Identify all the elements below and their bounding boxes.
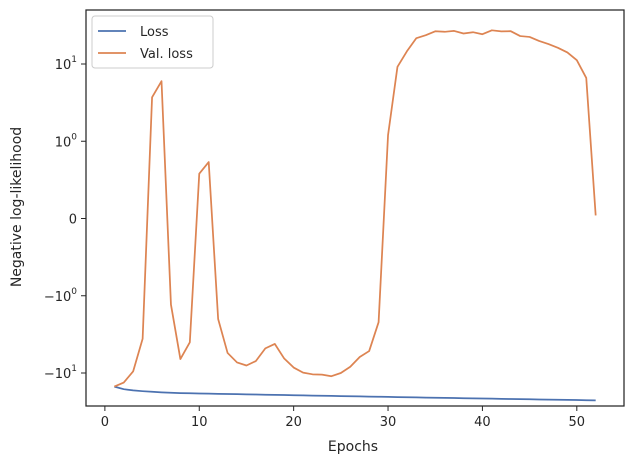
x-axis-ticks: 0 10 20 30 40 50	[101, 406, 585, 430]
x-tick-label: 30	[380, 415, 397, 430]
x-tick-label: 0	[101, 415, 109, 430]
plot-area	[113, 29, 597, 402]
legend-label: Loss	[140, 25, 169, 40]
series-line-val-loss	[113, 29, 597, 388]
x-tick-label: 20	[285, 415, 302, 430]
x-tick-label: 10	[191, 415, 208, 430]
x-tick-label: 40	[474, 415, 491, 430]
y-axis-label: Negative log-likelihood	[9, 127, 25, 287]
x-tick-label: 50	[569, 415, 586, 430]
y-tick-label: 0	[69, 213, 77, 228]
y-tick-label: 101	[55, 55, 77, 73]
y-axis-ticks: −101 −100 0 100 101	[44, 55, 86, 382]
y-tick-label: −101	[44, 364, 77, 382]
legend-box	[91, 15, 214, 69]
legend-label: Val. loss	[140, 47, 193, 62]
series-line-loss	[114, 385, 596, 402]
y-tick-label: −100	[44, 287, 77, 305]
y-tick-label: 100	[55, 132, 78, 150]
legend: Loss Val. loss	[91, 15, 214, 69]
plot-frame	[85, 9, 625, 407]
x-axis-label: Epochs	[328, 439, 378, 455]
